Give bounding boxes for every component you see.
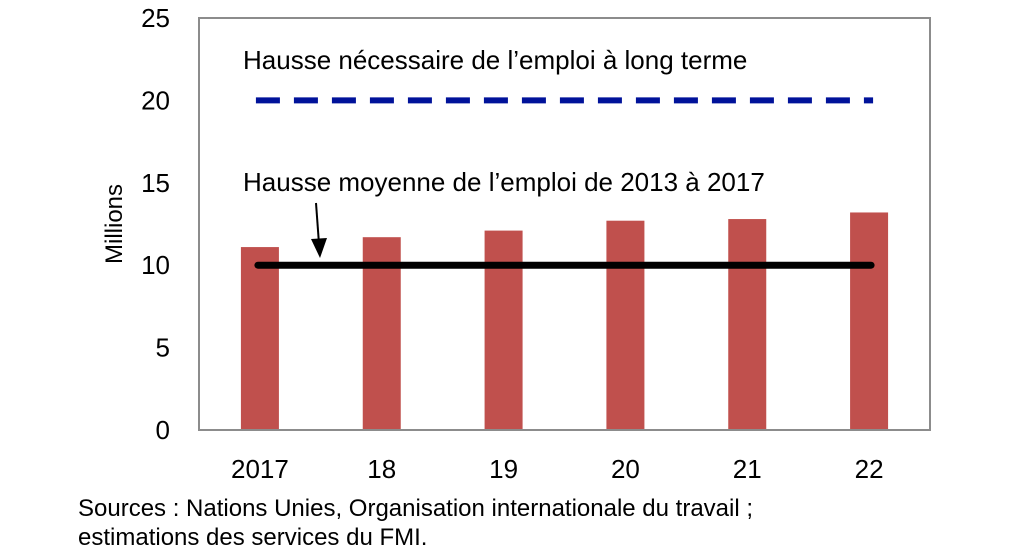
y-tick-label: 25 [141, 3, 170, 33]
bars [240, 212, 889, 430]
bar [850, 212, 889, 430]
x-tick-labels: 2017 18 19 20 21 22 [231, 454, 884, 484]
x-tick-label: 22 [855, 454, 884, 484]
source-line-1: Sources : Nations Unies, Organisation in… [78, 495, 754, 522]
y-tick-label: 10 [141, 250, 170, 280]
y-tick-labels: 0 5 10 15 20 25 [141, 3, 170, 445]
x-tick-label: 18 [367, 454, 396, 484]
x-tick-label: 19 [489, 454, 518, 484]
y-axis-label: Millions [101, 184, 128, 264]
average-line-label: Hausse moyenne de l’emploi de 2013 à 201… [243, 167, 765, 197]
x-tick-label: 20 [611, 454, 640, 484]
bar [240, 247, 279, 430]
bar [484, 230, 523, 430]
x-tick-label: 2017 [231, 454, 289, 484]
source-note: Sources : Nations Unies, Organisation in… [78, 494, 978, 552]
bar [728, 219, 767, 430]
source-line-2: estimations des services du FMI. [78, 524, 428, 551]
y-tick-label: 0 [156, 415, 170, 445]
y-tick-label: 20 [141, 85, 170, 115]
plot-frame [198, 17, 931, 431]
bar [362, 237, 401, 430]
x-tick-label: 21 [733, 454, 762, 484]
y-tick-label: 5 [156, 333, 170, 363]
chart: Millions 0 5 10 15 20 25 2017 18 19 20 21 22 Hauss… [101, 3, 931, 484]
y-tick-label: 15 [141, 168, 170, 198]
bar [606, 220, 645, 430]
annotation-arrow [311, 202, 327, 258]
target-line-label: Hausse nécessaire de l’emploi à long ter… [243, 45, 747, 75]
